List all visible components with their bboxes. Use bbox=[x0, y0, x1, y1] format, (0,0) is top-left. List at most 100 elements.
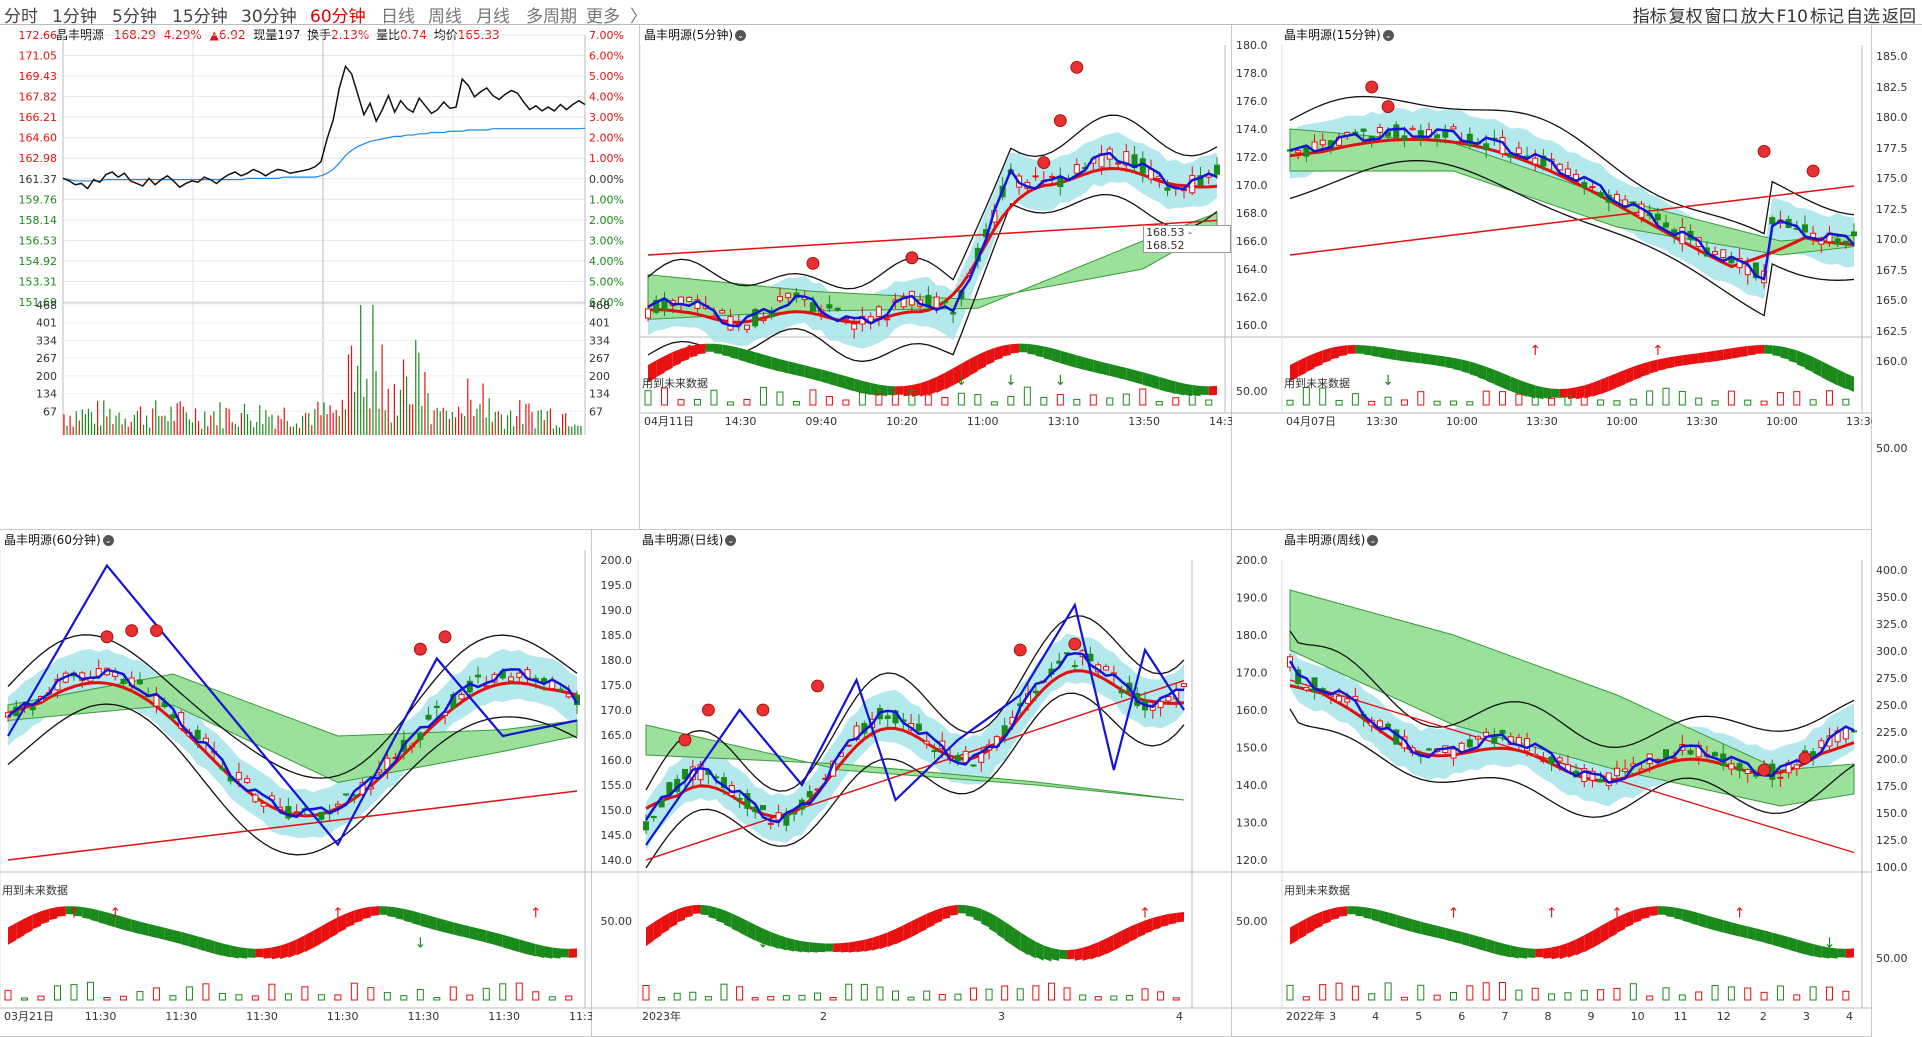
panel-15min[interactable]: 晶丰明源(15分钟) ⌄ 180.0 178.0 176.0 174.0 172.0 170… bbox=[1232, 25, 1872, 530]
sub-y-tick: 50.00 bbox=[1236, 385, 1268, 398]
sub-volume-bar bbox=[673, 992, 681, 1001]
tool-indicator[interactable]: 指标 bbox=[1632, 7, 1667, 27]
sub-volume-bar bbox=[1400, 996, 1408, 1001]
oscillator-ribbon bbox=[1649, 359, 1658, 374]
oscillator-ribbon bbox=[747, 920, 756, 941]
period-tab-30min[interactable]: 30分钟 bbox=[241, 7, 297, 27]
sub-volume-bar bbox=[1695, 991, 1703, 1001]
period-tab-15min[interactable]: 15分钟 bbox=[172, 7, 228, 27]
period-tab-1min[interactable]: 1分钟 bbox=[52, 7, 97, 27]
tool-adjust[interactable]: 复权 bbox=[1668, 7, 1703, 27]
oscillator-ribbon bbox=[1192, 385, 1201, 397]
tool-zoom[interactable]: 放大 bbox=[1740, 7, 1775, 27]
sub-volume-bar bbox=[1482, 982, 1490, 1001]
oscillator-ribbon bbox=[1584, 930, 1593, 953]
period-tab-month[interactable]: 月线 bbox=[476, 7, 510, 27]
oscillator-ribbon bbox=[1355, 906, 1364, 917]
dropdown-icon[interactable]: ⌄ bbox=[1382, 30, 1394, 41]
sub-volume-bar bbox=[169, 995, 177, 1001]
pct-tick: 3.00% bbox=[589, 111, 624, 124]
panel-weekly[interactable]: 晶丰明源(周线) ⌄ 200.0 190.0 180.0 170.0 160.0 150.0… bbox=[1232, 530, 1872, 1037]
dropdown-icon[interactable]: ⌄ bbox=[1367, 535, 1379, 546]
signal-marker bbox=[125, 624, 139, 637]
sub-volume-bar bbox=[1449, 992, 1457, 1001]
oscillator-ribbon bbox=[1755, 344, 1765, 354]
candle-body bbox=[425, 714, 432, 720]
period-tab-fenshi[interactable]: 分时 bbox=[4, 7, 38, 27]
candle-body bbox=[1834, 238, 1841, 245]
vol-tick: 334 bbox=[36, 334, 57, 347]
sub-volume-bar bbox=[1351, 393, 1359, 406]
oscillator-ribbon bbox=[1576, 935, 1585, 956]
oscillator-ribbon bbox=[1486, 366, 1495, 384]
period-tab-multi[interactable]: 多周期 bbox=[526, 7, 577, 27]
sub-volume-bar bbox=[938, 993, 946, 1001]
sub-volume-bar bbox=[1776, 392, 1784, 406]
oscillator-ribbon bbox=[1290, 922, 1299, 945]
oscillator-ribbon bbox=[1494, 941, 1503, 956]
right-axis-tick: 165.0 bbox=[1876, 294, 1908, 307]
oscillator-ribbon bbox=[1428, 923, 1438, 938]
candle-body bbox=[260, 802, 267, 807]
oscillator-ribbon bbox=[677, 906, 685, 923]
chart-daily[interactable]: 200.0 195.0 190.0 185.0 180.0 175.0 170.0 165.0… bbox=[592, 530, 1232, 1037]
candle-body bbox=[653, 299, 660, 313]
oscillator-ribbon bbox=[1339, 906, 1348, 917]
panel-daily[interactable]: 晶丰明源(日线) ⌄ 200.0 195.0 190.0 185.0 180.0 175.0… bbox=[592, 530, 1232, 1037]
oscillator-ribbon bbox=[661, 912, 670, 935]
sub-volume-bar bbox=[1188, 389, 1196, 406]
panel-60min[interactable]: 晶丰明源(60分钟) ⌄ ↑ ↑ ↑ ↓ ↑ 03月21日 11:30 11:30 11:30 11… bbox=[0, 530, 592, 1037]
signal-arrow: ↑ bbox=[1529, 343, 1541, 359]
sub-volume-bar bbox=[449, 986, 457, 1001]
oscillator-ribbon bbox=[1608, 917, 1617, 939]
dropdown-icon[interactable]: ⌄ bbox=[102, 535, 114, 546]
dropdown-icon[interactable]: ⌄ bbox=[725, 535, 737, 546]
candle-body bbox=[458, 693, 465, 700]
period-tab-more[interactable]: 更多 bbox=[586, 7, 620, 27]
tool-window[interactable]: 窗口 bbox=[1704, 7, 1739, 27]
period-tab-60min[interactable]: 60分钟 bbox=[310, 7, 366, 27]
signal-arrow: ↑ bbox=[1734, 906, 1746, 922]
x-tick: 11 bbox=[1674, 1010, 1688, 1023]
oscillator-ribbon bbox=[395, 907, 404, 920]
sub-volume-bar bbox=[185, 986, 193, 1001]
sub-volume-bar bbox=[1417, 984, 1425, 1001]
chart-5min[interactable]: ↑ ↓ ↓ ↓ 04月11日 14:30 09:40 10:20 11:00 13:10 13:50… bbox=[640, 25, 1232, 530]
candle-body bbox=[941, 301, 948, 304]
sub-volume-bar bbox=[974, 394, 982, 406]
chart-60min[interactable]: ↑ ↑ ↑ ↓ ↑ 03月21日 11:30 11:30 11:30 11:30 11:30 11:3… bbox=[0, 530, 592, 1037]
period-tab-5min[interactable]: 5分钟 bbox=[112, 7, 157, 27]
vol-tick: 468 bbox=[589, 299, 610, 312]
oscillator-ribbon bbox=[944, 368, 954, 390]
oscillator-ribbon bbox=[1518, 379, 1528, 397]
oscillator-ribbon bbox=[1134, 370, 1143, 385]
oscillator-ribbon bbox=[1437, 925, 1446, 940]
sub-volume-bar bbox=[954, 993, 962, 1001]
right-axis-tick: 100.0 bbox=[1876, 861, 1908, 874]
candle-body bbox=[1073, 164, 1080, 174]
tool-back[interactable]: 返回 bbox=[1882, 7, 1916, 27]
chart-15min[interactable]: 180.0 178.0 176.0 174.0 172.0 170.0 168.0 166.0… bbox=[1232, 25, 1872, 530]
panel-5min[interactable]: 晶丰明源(5分钟) ⌄ ↑ ↓ ↓ ↓ 04月11日 14:30 09:40 10:20 11:0… bbox=[640, 25, 1232, 530]
period-tab-next-arrow[interactable]: 〉 bbox=[630, 7, 647, 27]
oscillator-ribbon bbox=[1600, 921, 1609, 944]
period-tab-week[interactable]: 周线 bbox=[428, 7, 462, 27]
oscillator-ribbon bbox=[957, 904, 966, 914]
tool-f10[interactable]: F10 bbox=[1776, 7, 1808, 27]
tool-watchlist[interactable]: 自选 bbox=[1846, 7, 1880, 27]
oscillator-ribbon bbox=[918, 913, 927, 933]
oscillator-ribbon bbox=[370, 906, 380, 916]
period-tab-day[interactable]: 日线 bbox=[381, 7, 415, 27]
oscillator-ribbon bbox=[1535, 385, 1544, 400]
oscillator-ribbon bbox=[872, 935, 880, 951]
oscillator-ribbon bbox=[16, 918, 25, 940]
sub-volume-bar bbox=[1466, 985, 1474, 1001]
intraday-chart[interactable]: 172.66 7.00% 171.05 6.00% 169.43 5.00% 167.82 4… bbox=[0, 25, 640, 530]
dropdown-icon[interactable]: ⌄ bbox=[735, 30, 746, 41]
sub-volume-bar bbox=[1825, 986, 1833, 1001]
intraday-panel[interactable]: 晶丰明源 168.29 4.29% ▲6.92 现量197 换手2.13% 量比… bbox=[0, 25, 640, 530]
oscillator-ribbon bbox=[788, 361, 797, 376]
oscillator-ribbon bbox=[1461, 359, 1470, 374]
chart-weekly[interactable]: 200.0 190.0 180.0 170.0 160.0 150.0 140.0 130.0… bbox=[1232, 530, 1872, 1037]
tool-mark[interactable]: 标记 bbox=[1810, 7, 1844, 27]
